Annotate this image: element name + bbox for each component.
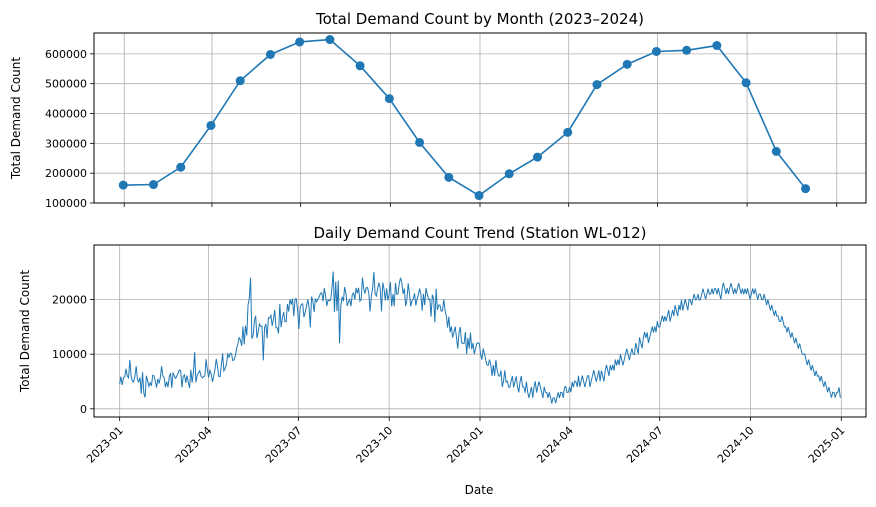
c2-x-tick-label: 2023-04: [173, 424, 215, 466]
monthly-chart-title: Total Demand Count by Month (2023–2024): [315, 10, 644, 28]
monthly-data-point: [592, 80, 602, 90]
monthly-chart-y-ticks: 100000 200000 300000 400000 500000 600000: [45, 48, 94, 210]
monthly-data-point: [325, 35, 335, 45]
monthly-chart-grid: [94, 33, 866, 204]
monthly-data-point: [474, 191, 484, 201]
monthly-data-point: [148, 180, 158, 190]
daily-chart-grid: [94, 245, 866, 417]
c1-y-tick-label: 500000: [45, 78, 87, 91]
monthly-data-point: [801, 184, 811, 194]
daily-chart-y-ticks: 0 10000 20000: [52, 294, 94, 416]
c1-y-tick-label: 400000: [45, 108, 87, 121]
c1-y-tick-label: 100000: [45, 197, 87, 210]
monthly-data-point: [622, 59, 632, 69]
monthly-data-point: [265, 49, 275, 59]
c1-y-tick-label: 200000: [45, 167, 87, 180]
c2-y-tick-label: 0: [80, 403, 87, 416]
monthly-data-point: [176, 162, 186, 172]
monthly-data-point: [444, 172, 454, 182]
monthly-series-line: [123, 38, 807, 197]
daily-chart-x-ticks: 2023-01 2023-04 2023-07 2023-10 2024-01 2024-…: [84, 417, 847, 466]
c2-x-tick-label: 2023-01: [84, 424, 126, 466]
monthly-data-point: [712, 41, 722, 51]
c2-x-tick-label: 2024-10: [715, 424, 757, 466]
c1-y-tick-label: 600000: [45, 48, 87, 61]
c2-x-tick-label: 2024-07: [624, 424, 666, 466]
monthly-data-point: [384, 94, 394, 104]
c2-y-tick-label: 10000: [52, 348, 87, 361]
daily-chart-x-label: Date: [465, 483, 494, 497]
c2-x-tick-label: 2025-01: [806, 424, 848, 466]
monthly-data-point: [504, 169, 514, 179]
monthly-data-point: [206, 120, 216, 130]
monthly-chart-y-label: Total Demand Count: [9, 57, 23, 180]
monthly-chart-series: [123, 38, 807, 197]
daily-series-line: [119, 271, 841, 404]
monthly-chart: Total Demand Count by Month (2023–2024) …: [9, 10, 867, 210]
monthly-chart-x-ticks: [123, 203, 838, 207]
c2-x-tick-label: 2024-04: [534, 424, 576, 466]
daily-chart-series: [119, 271, 841, 404]
c2-y-tick-label: 20000: [52, 294, 87, 307]
monthly-data-point: [771, 146, 781, 156]
monthly-data-point: [682, 45, 692, 55]
c2-x-tick-label: 2023-07: [263, 424, 305, 466]
monthly-data-point: [651, 46, 661, 56]
c1-y-tick-label: 300000: [45, 137, 87, 150]
daily-chart-title: Daily Demand Count Trend (Station WL-012…: [313, 224, 646, 242]
monthly-data-point: [118, 180, 128, 190]
c2-x-tick-label: 2023-10: [354, 424, 396, 466]
monthly-data-point: [235, 76, 245, 86]
daily-chart-y-label: Total Demand Count: [18, 270, 32, 393]
monthly-data-point: [295, 37, 305, 47]
c2-x-tick-label: 2024-01: [444, 424, 486, 466]
monthly-data-point: [563, 127, 573, 137]
daily-chart: Daily Demand Count Trend (Station WL-012…: [18, 224, 867, 497]
monthly-data-point: [533, 152, 543, 162]
monthly-data-point: [741, 78, 751, 88]
monthly-data-point: [355, 61, 365, 71]
monthly-data-point: [415, 137, 425, 147]
monthly-chart-markers: [118, 35, 811, 201]
